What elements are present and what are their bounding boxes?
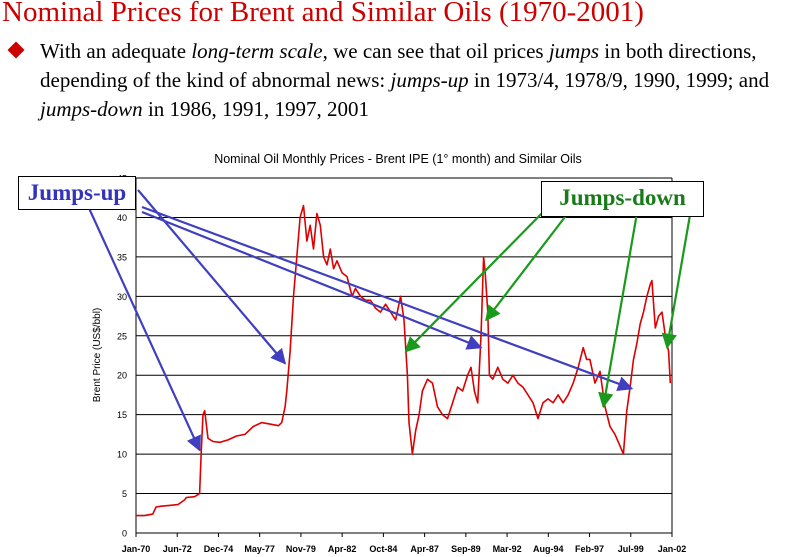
jumps-down-arrow xyxy=(661,214,692,350)
x-tick-label: Aug-94 xyxy=(533,544,564,554)
bullet-text: With an adequate long-term scale, we can… xyxy=(40,37,805,124)
chart-title: Nominal Oil Monthly Prices - Brent IPE (… xyxy=(214,152,582,166)
y-axis-label: Brent Price (US$/bbl) xyxy=(92,308,103,402)
x-tick-label: May-77 xyxy=(244,544,275,554)
y-tick-label: 30 xyxy=(117,292,127,302)
x-tick-label: Oct-84 xyxy=(369,544,397,554)
jumps-down-arrow xyxy=(598,212,639,409)
bullet-text-part: jumps-up xyxy=(390,68,469,92)
x-tick-label: Jan-70 xyxy=(122,544,151,554)
x-tick-label: Feb-97 xyxy=(575,544,604,554)
slide-title: Nominal Prices for Brent and Similar Oil… xyxy=(2,0,644,28)
jumps-down-callout: Jumps-down xyxy=(541,181,704,217)
bullet-text-part: With an adequate xyxy=(40,39,192,63)
bullet-text-part: , we can see that oil prices xyxy=(322,39,549,63)
y-tick-label: 35 xyxy=(117,252,127,262)
bullet-text-part: in both directions, depending of the kin… xyxy=(40,39,757,92)
jumps-up-arrow xyxy=(137,189,287,365)
jumps-down-arrow xyxy=(485,212,569,322)
jumps-up-callout: Jumps-up xyxy=(18,176,136,210)
jumps-up-arrow xyxy=(141,210,483,350)
x-tick-label: Sep-89 xyxy=(451,544,481,554)
y-tick-label: 40 xyxy=(117,213,127,223)
x-tick-label: Apr-87 xyxy=(410,544,439,554)
x-tick-label: Jul-99 xyxy=(618,544,644,554)
y-tick-label: 0 xyxy=(122,529,127,539)
bullet-text-part: in 1986, 1991, 1997, 2001 xyxy=(142,97,370,121)
x-tick-label: Jan-02 xyxy=(658,544,687,554)
x-tick-label: Nov-79 xyxy=(286,544,316,554)
bullet-text-part: jumps xyxy=(548,39,600,63)
y-tick-label: 10 xyxy=(117,450,127,460)
bullet-text-part: jumps-down xyxy=(40,97,143,121)
x-tick-label: Apr-82 xyxy=(328,544,357,554)
x-tick-label: Mar-92 xyxy=(493,544,522,554)
y-tick-label: 15 xyxy=(117,410,127,420)
jumps-up-arrow xyxy=(86,205,201,452)
price-series-line xyxy=(136,204,672,517)
jumps-up-arrow xyxy=(141,205,634,392)
bullet-text-part: long-term scale xyxy=(191,39,323,63)
y-tick-label: 20 xyxy=(117,371,127,381)
y-tick-label: 5 xyxy=(122,489,127,499)
x-tick-label: Dec-74 xyxy=(204,544,234,554)
x-tick-label: Jun-72 xyxy=(163,544,192,554)
y-tick-label: 25 xyxy=(117,331,127,341)
jumps-down-arrow xyxy=(404,204,551,353)
bullet-text-part: in 1973/4, 1978/9, 1990, 1999; and xyxy=(468,68,770,92)
